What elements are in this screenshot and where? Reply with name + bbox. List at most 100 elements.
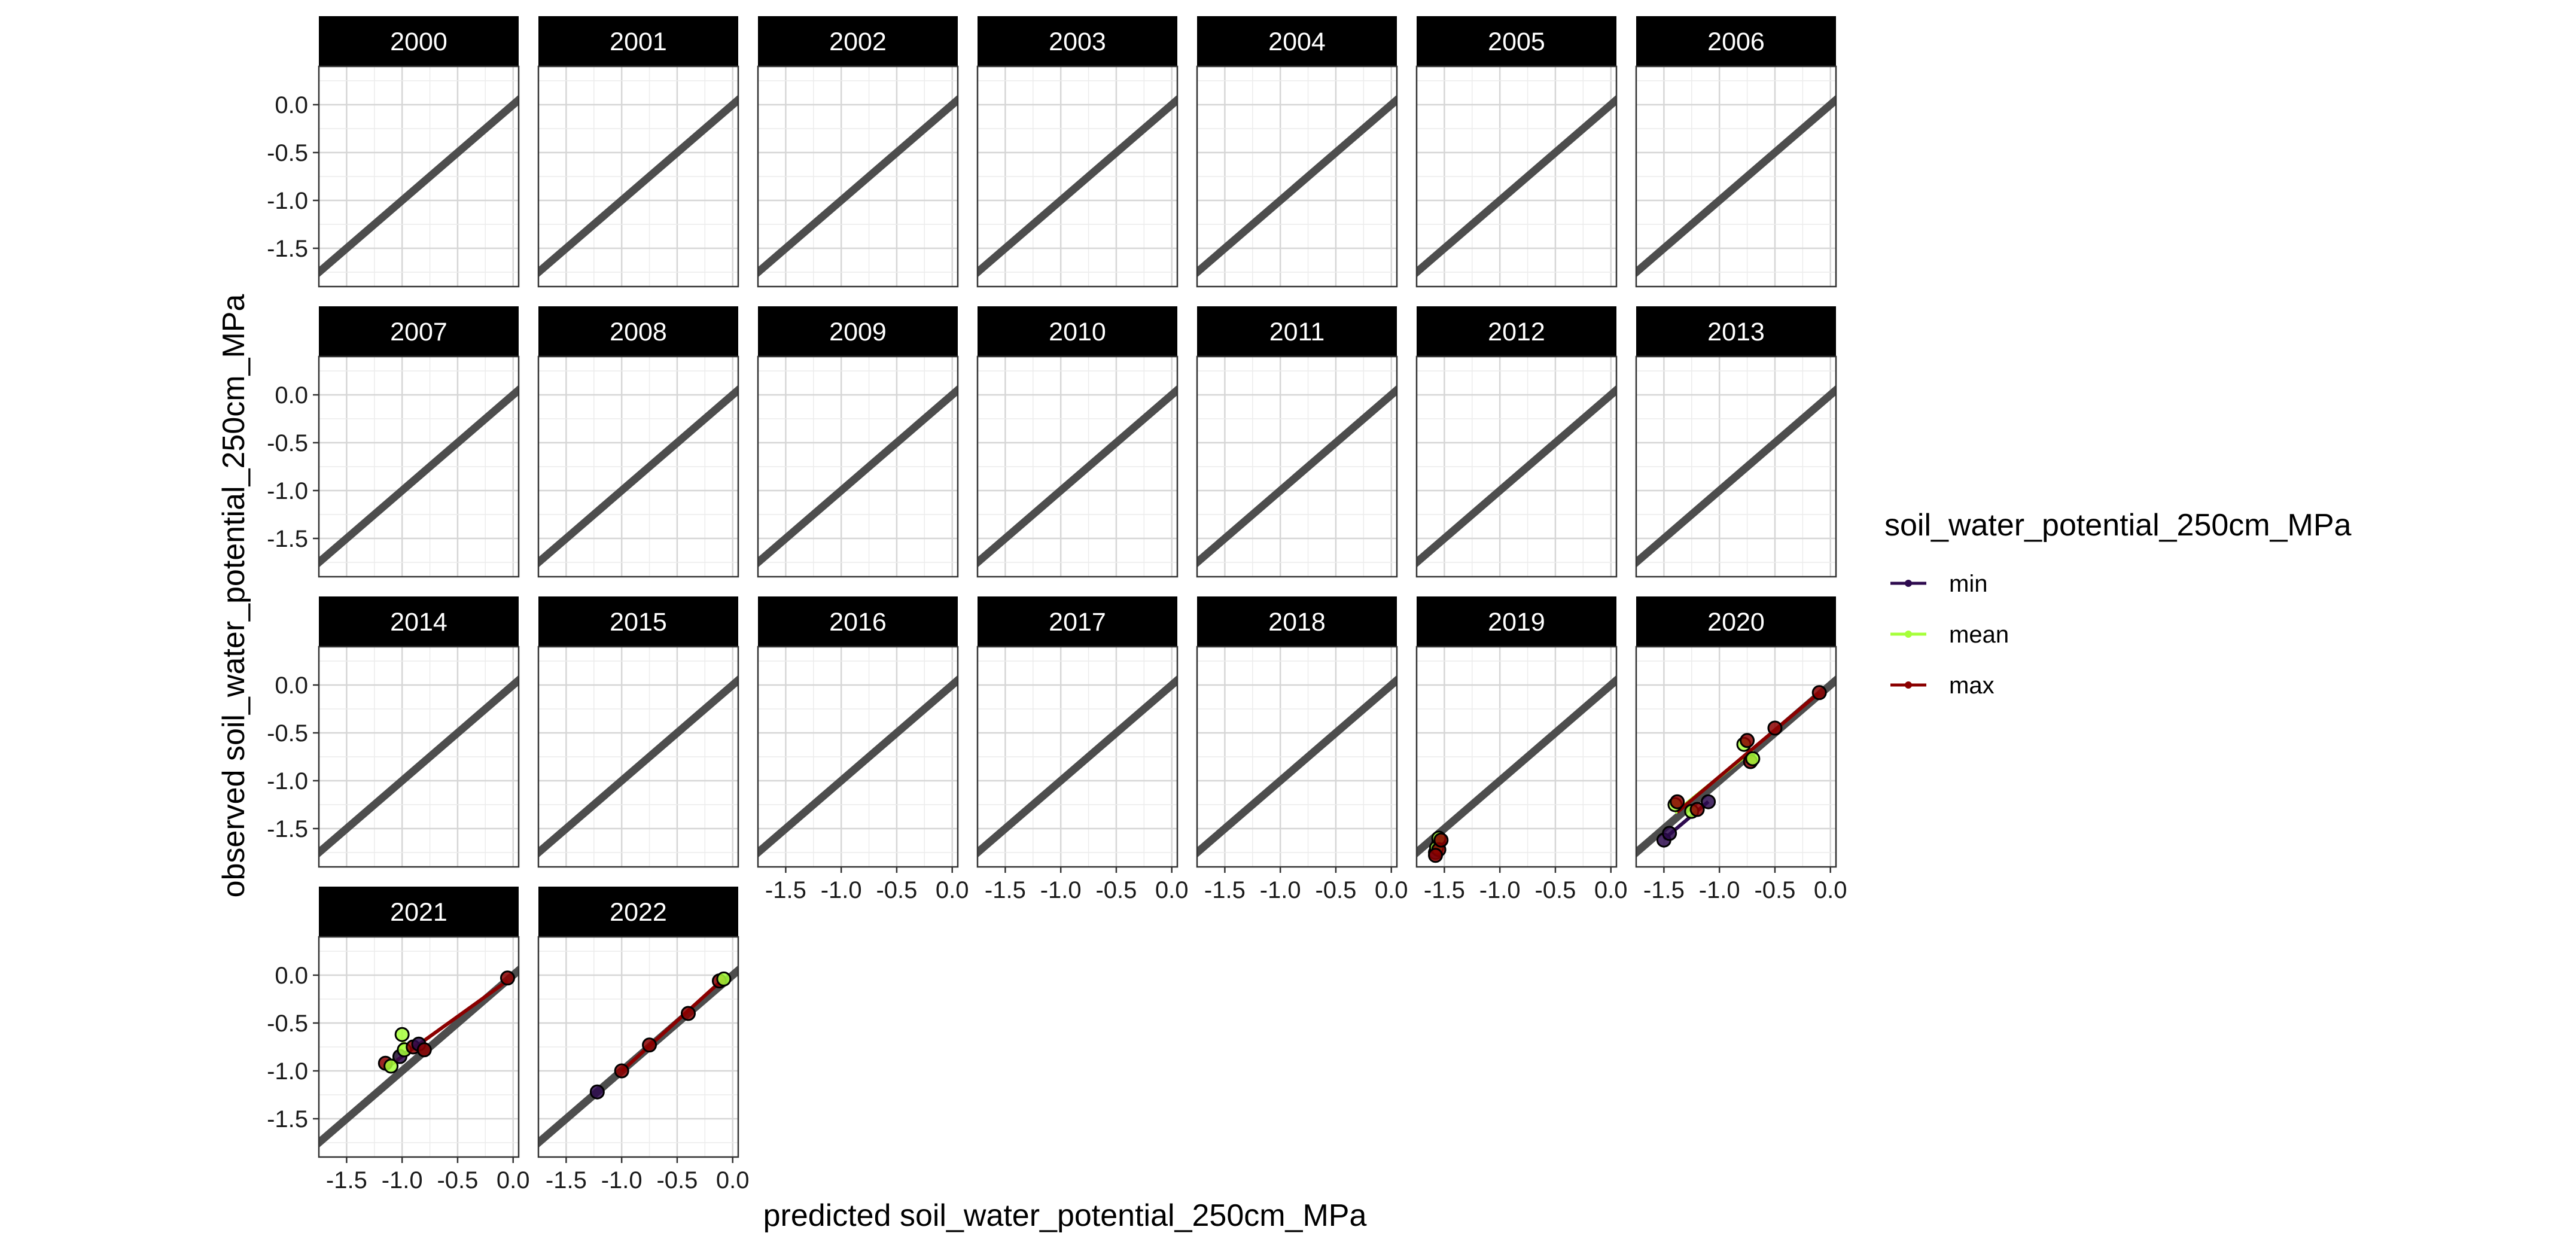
panel-marks [538, 675, 738, 858]
facet-panel: 2020 -1.5 -1.0 -0.5 0.0 [1635, 596, 1847, 903]
identity-line [1636, 95, 1836, 278]
identity-line [978, 385, 1177, 568]
panel-marks [1636, 675, 1836, 858]
y-tick-label: -0.5 [267, 1010, 308, 1037]
facet-panel: 2015 [537, 596, 739, 868]
facet-strip-label: 2011 [1269, 318, 1324, 346]
facet-strip-label: 2003 [1049, 28, 1106, 56]
panel-border [976, 646, 1179, 868]
x-tick-label: 0.0 [936, 877, 969, 903]
facet-strip-label: 2000 [390, 28, 447, 56]
facet-panel: 2016 -1.5 -1.0 -0.5 0.0 [757, 596, 969, 903]
y-tick-label: -1.0 [267, 1058, 308, 1085]
facet-panel: 2021 0.0 -0.5 -1.0 -1.5 -1.5 -1.0 -0.5 0.0 [267, 887, 530, 1194]
panel-marks [538, 965, 738, 1148]
panel-marks [319, 95, 519, 278]
facet-strip-label: 2020 [1707, 608, 1765, 637]
y-tick-label: -1.5 [267, 1106, 308, 1133]
panel-border [1415, 65, 1618, 288]
data-point-max [416, 1042, 432, 1058]
facet-panel: 2013 [1635, 306, 1837, 578]
facet-strip-label: 2022 [610, 898, 667, 927]
panel-marks [1197, 385, 1397, 568]
facet-strip [1417, 306, 1616, 357]
x-tick-label: -1.5 [985, 877, 1026, 903]
facet-panel: 2018 -1.5 -1.0 -0.5 0.0 [1196, 596, 1408, 903]
panel-border [1415, 355, 1618, 578]
facet-strip [538, 16, 738, 66]
data-point-max [642, 1037, 657, 1053]
facet-strip [758, 306, 958, 357]
panel-marks [1417, 95, 1616, 278]
identity-line [1197, 675, 1397, 858]
legend-dot-max [1905, 681, 1912, 689]
identity-line [1197, 95, 1397, 278]
data-point-min [1662, 826, 1677, 841]
x-tick-label: -0.5 [1754, 877, 1795, 903]
facet-strip [1636, 596, 1836, 647]
facet-panel: 2012 [1415, 306, 1618, 578]
grid-lines [538, 647, 738, 867]
grid-lines [1197, 66, 1397, 287]
data-point-min [589, 1084, 605, 1100]
facet-strip-label: 2021 [390, 898, 447, 927]
panel-marks [319, 965, 519, 1148]
facet-strip [319, 596, 519, 647]
grid-lines [319, 647, 519, 867]
grid-lines [538, 937, 738, 1157]
facet-panel: 2017 -1.5 -1.0 -0.5 0.0 [976, 596, 1189, 903]
facet-strip-label: 2016 [829, 608, 887, 637]
data-point-max [1428, 848, 1444, 863]
facet-strip-label: 2017 [1049, 608, 1106, 637]
x-tick-label: 0.0 [1814, 877, 1847, 903]
x-tick-label: 0.0 [716, 1167, 750, 1194]
y-tick-label: -0.5 [267, 140, 308, 166]
legend-label-mean: mean [1949, 622, 2009, 648]
identity-line [538, 385, 738, 568]
panel-marks [758, 95, 958, 278]
identity-line [319, 675, 519, 858]
panel-border [318, 355, 520, 578]
legend-label-min: min [1949, 571, 1987, 597]
y-tick-label: -1.0 [267, 768, 308, 794]
y-tick-label: -1.0 [267, 188, 308, 214]
facet-strip-label: 2019 [1488, 608, 1545, 637]
facet-strip [758, 16, 958, 66]
identity-line [319, 965, 519, 1148]
facet-strip-label: 2018 [1268, 608, 1326, 637]
panel-border [976, 355, 1179, 578]
grid-lines [538, 66, 738, 287]
identity-line [758, 385, 958, 568]
x-tick-label: -0.5 [437, 1167, 478, 1194]
y-tick-label: -0.5 [267, 720, 308, 747]
facet-strip-label: 2014 [390, 608, 447, 637]
panel-marks [1417, 385, 1616, 568]
x-tick-label: -1.0 [1260, 877, 1301, 903]
panel-border [318, 936, 520, 1158]
identity-line [1417, 385, 1616, 568]
panel-marks [319, 675, 519, 858]
grid-lines [1636, 647, 1836, 867]
legend-dot-min [1905, 580, 1912, 587]
panel-border [537, 65, 739, 288]
panel-border [1635, 65, 1837, 288]
y-tick-label: -1.0 [267, 478, 308, 504]
panel-border [757, 65, 959, 288]
legend-key-max: max [1890, 672, 1995, 699]
panel-border [1635, 355, 1837, 578]
facet-strip [1197, 596, 1397, 647]
facet-panel: 2004 [1196, 16, 1398, 288]
identity-line [1636, 385, 1836, 568]
identity-line [758, 95, 958, 278]
panel-border [318, 65, 520, 288]
panel-marks [1197, 675, 1397, 858]
grid-lines [978, 357, 1177, 577]
facet-strip [1636, 16, 1836, 66]
panel-marks [978, 95, 1177, 278]
panel-marks [758, 385, 958, 568]
grid-lines [319, 66, 519, 287]
facet-panel: 2014 0.0 -0.5 -1.0 -1.5 [267, 596, 520, 868]
identity-line [978, 675, 1177, 858]
facet-panel: 2008 [537, 306, 739, 578]
